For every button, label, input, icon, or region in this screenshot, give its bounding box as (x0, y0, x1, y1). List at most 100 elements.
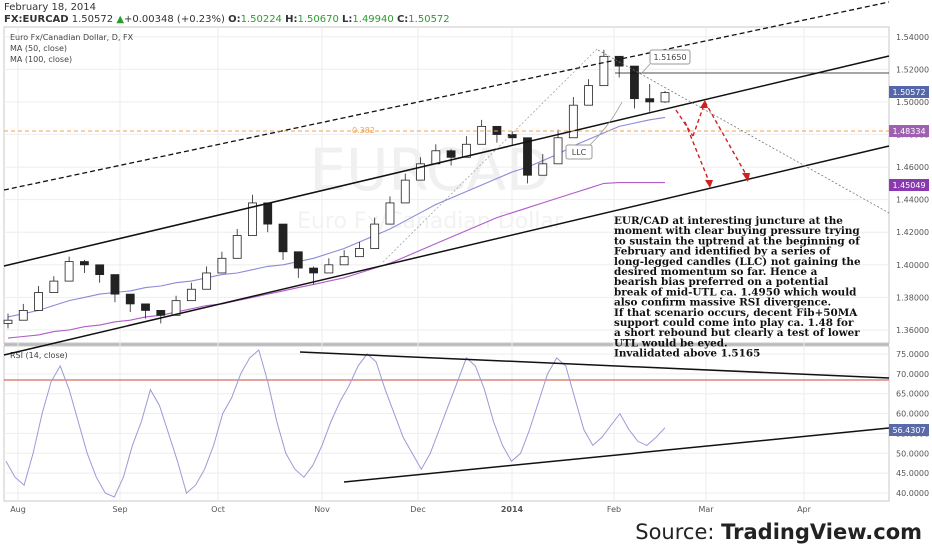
svg-text:1.48334: 1.48334 (892, 127, 925, 136)
fib-retrace-diagonal (382, 47, 599, 263)
upper-channel-dashed (3, 1, 890, 191)
candle (538, 154, 548, 176)
symbol: FX:EURCAD (4, 14, 69, 25)
llc-pointer (589, 101, 623, 146)
chart-date: February 18, 2014 (4, 2, 97, 13)
rsi-tick: 65.0000 (896, 390, 929, 399)
time-tick: Apr (797, 505, 812, 514)
watermark-symbol: EURCAD (309, 136, 550, 204)
commentary-line: break of mid-UTL ca. 1.4950 which would (614, 286, 857, 298)
candle (523, 137, 532, 184)
commentary-line: support could come into play ca. 1.48 fo… (614, 317, 854, 329)
callout-pointer (640, 63, 651, 75)
commentary-line: long-legged candles (LLC) not gaining th… (614, 256, 861, 268)
llc-box (565, 144, 593, 160)
candle (645, 84, 655, 112)
time-tick: Nov (314, 505, 330, 514)
candle (492, 125, 502, 143)
callout-box (649, 49, 691, 65)
rsi-tick: 75.0000 (896, 350, 929, 359)
price-pane[interactable] (3, 26, 890, 344)
candle (49, 276, 59, 293)
candle (339, 250, 349, 266)
candle (599, 49, 609, 87)
badge-ma: 1.45049 (889, 179, 929, 191)
candle (79, 259, 89, 273)
candle (630, 65, 639, 109)
price-tick: 1.40000 (896, 261, 929, 270)
legend-ma50: MA (50, close) (10, 44, 67, 53)
commentary-line: EUR/CAD at interesting juncture at the (614, 215, 843, 227)
rsi-line (5, 349, 666, 498)
commentary-line: desired momentum so far. Hence a (614, 266, 818, 278)
price-tick: 1.44000 (896, 196, 929, 205)
candle (355, 242, 364, 258)
arrow-heads (700, 100, 750, 188)
rsi-lower-trendline (343, 427, 890, 483)
legend-ma100: MA (100, close) (10, 55, 72, 64)
lower-uptrend-line (3, 145, 890, 356)
price-tick: 1.38000 (896, 293, 929, 302)
commentary-line: If that scenario occurs, decent Fib+50MA (614, 307, 858, 319)
badge-last: 1.50572 (889, 86, 929, 98)
candle (461, 136, 471, 158)
candle (202, 266, 212, 290)
candle (3, 313, 13, 329)
open-label: O: (228, 14, 241, 25)
candle (324, 258, 334, 274)
down-trendline (597, 49, 890, 214)
rsi-pane[interactable] (3, 345, 890, 502)
candle (64, 256, 74, 282)
svg-text:1.50572: 1.50572 (892, 88, 925, 97)
price-tick: 1.50000 (896, 98, 929, 107)
commentary-line: to sustain the uptrend at the beginning … (614, 235, 861, 247)
candle (416, 157, 425, 181)
candle (293, 251, 303, 278)
low-label: L: (342, 14, 353, 25)
time-tick: Feb (607, 505, 621, 514)
candle (278, 223, 288, 260)
rsi-tick: 50.0000 (896, 449, 929, 458)
price-tick: 1.42000 (896, 228, 929, 237)
candle (125, 293, 135, 313)
rsi-upper-trendline (299, 351, 890, 379)
badge-rsi: 56.4307 (889, 424, 929, 436)
rsi-tick: 60.0000 (896, 410, 929, 419)
mid-uptrend-line (3, 55, 890, 267)
candle (660, 91, 670, 103)
candle (171, 295, 181, 316)
candle (553, 129, 563, 165)
time-tick: 2014 (501, 505, 524, 514)
candle (110, 274, 120, 303)
candle (248, 194, 257, 236)
candle (446, 149, 456, 166)
llc-label: LLC (572, 148, 587, 157)
last-price: 1.50572 (71, 14, 114, 25)
time-tick: Sep (112, 505, 127, 514)
high-value: 1.50670 (297, 14, 339, 25)
candle (584, 79, 594, 106)
candles (3, 49, 670, 329)
legend-title: Euro Fx/Canadian Dollar, D, FX (10, 33, 134, 42)
commentary: EUR/CAD at interesting juncture at themo… (614, 215, 861, 360)
commentary-line: February and identified by a series of (614, 246, 832, 258)
commentary-line: UTL would be eyed. (614, 337, 728, 349)
ma100-line (7, 182, 665, 339)
time-tick: Dec (410, 505, 425, 514)
grid-lines (4, 27, 889, 501)
time-tick: Oct (211, 505, 225, 514)
high-label: H: (285, 14, 298, 25)
price-tick: 1.54000 (896, 33, 929, 42)
rsi-tick: 70.0000 (896, 370, 929, 379)
badge-fib: 1.48334 (889, 125, 929, 137)
rsi-tick: 40.0000 (896, 489, 929, 498)
commentary-line: Invalidated above 1.5165 (614, 348, 760, 360)
price-tick: 1.36000 (896, 326, 929, 335)
svg-text:56.4307: 56.4307 (892, 426, 925, 435)
time-tick: Aug (10, 505, 26, 514)
candle (156, 310, 166, 324)
price-tick: 1.46000 (896, 163, 929, 172)
candle (141, 303, 150, 319)
rsi-tick: 45.0000 (896, 469, 929, 478)
